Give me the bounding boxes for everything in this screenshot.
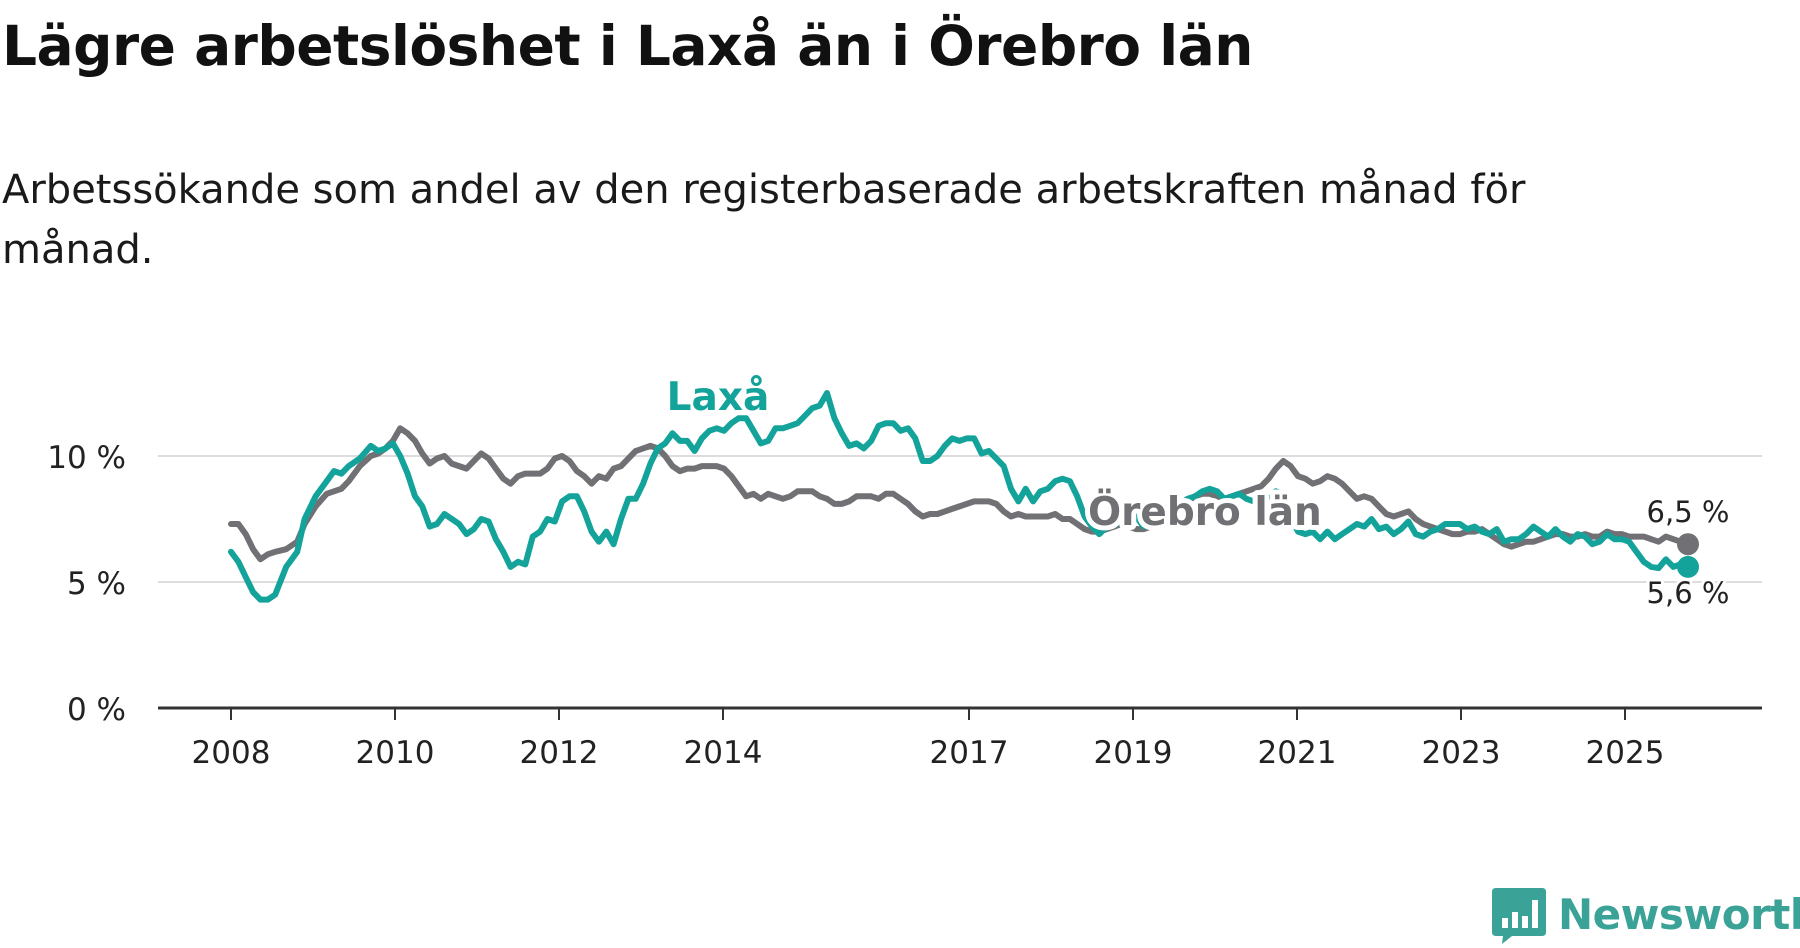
x-tick-label: 2012 (520, 735, 599, 771)
end-marker-orebro (1677, 533, 1699, 556)
newsworthy-logo-icon (1492, 888, 1546, 944)
series-line-orebro (228, 425, 1691, 563)
brand-name: Newsworthy (1558, 890, 1800, 939)
x-tick-label: 2019 (1094, 735, 1173, 771)
y-tick-label: 10 % (47, 440, 126, 476)
x-tick-label: 2014 (684, 735, 763, 771)
chart-subtitle: Arbetssökande som andel av den registerb… (2, 167, 1526, 273)
series-lines (228, 390, 1691, 603)
end-marker-laxa (1677, 555, 1699, 578)
series-line-laxa (228, 390, 1691, 603)
y-tick-label: 0 % (67, 692, 126, 728)
x-tick-label: 2008 (192, 735, 271, 771)
series-name-label-orebro: Örebro län (1088, 488, 1322, 535)
chart-title: Lägre arbetslöshet i Laxå än i Örebro lä… (2, 14, 1253, 78)
newsworthy-logo[interactable]: Newsworthy (1492, 888, 1800, 944)
x-tick-label: 2023 (1422, 735, 1501, 771)
axes: 0 % 5 % 10 % 2008 2010 2012 2014 2017 2019 2021 20… (47, 440, 1762, 771)
x-tick-label: 2025 (1586, 735, 1665, 771)
x-tick-label: 2010 (356, 735, 435, 771)
y-tick-label: 5 % (67, 566, 126, 602)
series-labels: 5,6 % 6,5 % Laxå Örebro län (662, 370, 1733, 613)
line-chart: 0 % 5 % 10 % 2008 2010 2012 2014 2017 2019 2021 20… (47, 370, 1762, 771)
end-value-label-laxa: 5,6 % (1647, 576, 1730, 610)
grid-lines (158, 455, 1762, 583)
x-tick-label: 2017 (930, 735, 1009, 771)
series-name-label-laxa: Laxå (667, 375, 770, 420)
end-value-label-orebro: 6,5 % (1647, 495, 1730, 529)
x-tick-label: 2021 (1258, 735, 1337, 771)
